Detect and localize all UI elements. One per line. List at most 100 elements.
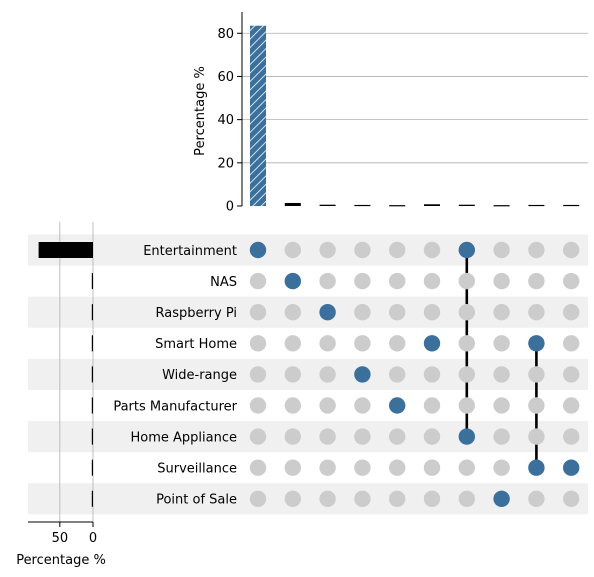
intersection-bar-8	[493, 205, 510, 207]
dot-5-home-appliance	[389, 428, 406, 445]
dot-3-home-appliance	[319, 428, 336, 445]
dot-2-smart-home	[284, 335, 301, 352]
set-size-bars	[38, 242, 93, 507]
ytick-label-0: 0	[226, 200, 234, 215]
axes: 0 20 40 60 80 Percentage % 50 0 Percentage %	[16, 12, 243, 568]
dot-5-surveillance	[389, 459, 406, 476]
dot-5-nas	[389, 272, 406, 290]
dot-5-smart-home	[389, 335, 406, 352]
dot-6-nas	[423, 272, 441, 290]
dot-4-nas	[354, 272, 371, 290]
set-label-surveillance: Surveillance	[157, 462, 237, 477]
dot-6-smart-home	[423, 335, 441, 352]
dot-1-parts-manufacturer	[249, 397, 267, 414]
dot-5-point-of-sale	[389, 490, 406, 507]
dot-4-wide-range	[354, 366, 371, 383]
dot-4-point-of-sale	[354, 490, 371, 507]
dot-6-entertainment	[423, 241, 441, 259]
dot-8-smart-home	[493, 335, 510, 352]
dot-8-entertainment	[493, 241, 510, 259]
set-label-nas: NAS	[210, 275, 237, 290]
dot-10-home-appliance	[563, 428, 580, 445]
dot-8-home-appliance	[493, 428, 510, 445]
dot-1-point-of-sale	[249, 490, 267, 507]
dot-3-point-of-sale	[319, 490, 336, 507]
intersection-bar-10	[563, 204, 580, 207]
dot-2-point-of-sale	[284, 490, 301, 507]
ytick-label-80: 80	[217, 27, 234, 42]
dot-1-entertainment	[249, 241, 267, 259]
set-size-bar-entertainment	[38, 242, 93, 258]
dot-9-entertainment	[528, 241, 545, 259]
dot-7-parts-manufacturer	[458, 397, 475, 414]
dot-8-raspberry-pi	[493, 304, 510, 321]
dot-8-parts-manufacturer	[493, 397, 510, 414]
dot-10-surveillance	[563, 459, 580, 476]
set-size-bar-raspberry-pi	[91, 304, 93, 321]
dot-3-parts-manufacturer	[319, 397, 336, 414]
dot-7-raspberry-pi	[458, 304, 475, 321]
dot-10-wide-range	[563, 366, 580, 383]
set-size-bar-surveillance	[91, 459, 93, 476]
dot-1-nas	[249, 272, 267, 290]
x-axis-title: Percentage %	[16, 553, 106, 568]
dot-4-smart-home	[354, 335, 371, 352]
set-size-bar-parts-manufacturer	[91, 397, 93, 414]
dot-3-raspberry-pi	[319, 304, 336, 321]
dot-6-surveillance	[423, 459, 441, 476]
dot-5-parts-manufacturer	[389, 397, 406, 414]
dot-9-surveillance	[528, 459, 545, 476]
set-label-entertainment: Entertainment	[143, 244, 237, 259]
set-label-point-of-sale: Point of Sale	[156, 493, 237, 508]
set-size-bar-wide-range	[91, 366, 93, 383]
dot-9-point-of-sale	[528, 490, 545, 507]
dot-3-surveillance	[319, 459, 336, 476]
dot-2-surveillance	[284, 459, 301, 476]
dot-10-entertainment	[563, 241, 580, 259]
dot-2-raspberry-pi	[284, 304, 301, 321]
dot-10-parts-manufacturer	[563, 397, 580, 414]
intersection-bar-9	[528, 204, 545, 207]
dot-9-home-appliance	[528, 428, 545, 445]
dot-10-nas	[563, 272, 580, 290]
intersection-grid	[242, 32, 588, 164]
dot-10-smart-home	[563, 335, 580, 352]
set-size-bar-home-appliance	[91, 428, 93, 445]
dot-2-entertainment	[284, 241, 301, 259]
intersection-bar-3	[319, 204, 336, 206]
dot-7-smart-home	[458, 335, 475, 352]
intersection-bar-6	[424, 204, 440, 206]
ytick-label-20: 20	[217, 156, 234, 171]
dot-3-smart-home	[319, 335, 336, 352]
dot-9-parts-manufacturer	[528, 397, 545, 414]
dot-4-parts-manufacturer	[354, 397, 371, 414]
set-size-bar-point-of-sale	[91, 490, 93, 507]
dot-7-entertainment	[458, 241, 475, 259]
dot-8-point-of-sale	[493, 490, 510, 507]
set-label-raspberry-pi: Raspberry Pi	[156, 306, 237, 321]
dot-1-surveillance	[249, 459, 267, 476]
set-labels: Entertainment NAS Raspberry Pi Smart Home Wi…	[113, 244, 237, 508]
dot-7-home-appliance	[458, 428, 475, 445]
intersection-bar-2	[284, 202, 301, 206]
dot-1-wide-range	[249, 366, 267, 383]
dot-6-point-of-sale	[423, 490, 441, 507]
dot-2-wide-range	[284, 366, 301, 383]
dot-9-nas	[528, 272, 545, 290]
dot-6-home-appliance	[423, 428, 441, 445]
dot-7-nas	[458, 272, 475, 290]
dot-3-wide-range	[319, 366, 336, 383]
dot-1-home-appliance	[249, 428, 267, 445]
dot-8-surveillance	[493, 459, 510, 476]
dot-4-entertainment	[354, 241, 371, 259]
dot-1-smart-home	[249, 335, 267, 352]
set-size-bar-smart-home	[91, 335, 93, 352]
intersection-bar-7	[458, 204, 475, 206]
intersection-bars	[250, 25, 580, 207]
intersection-bar-4	[354, 204, 371, 207]
dot-8-nas	[493, 272, 510, 290]
set-size-bar-nas	[91, 273, 93, 290]
intersection-bar-1	[250, 25, 266, 206]
dot-2-parts-manufacturer	[284, 397, 301, 414]
